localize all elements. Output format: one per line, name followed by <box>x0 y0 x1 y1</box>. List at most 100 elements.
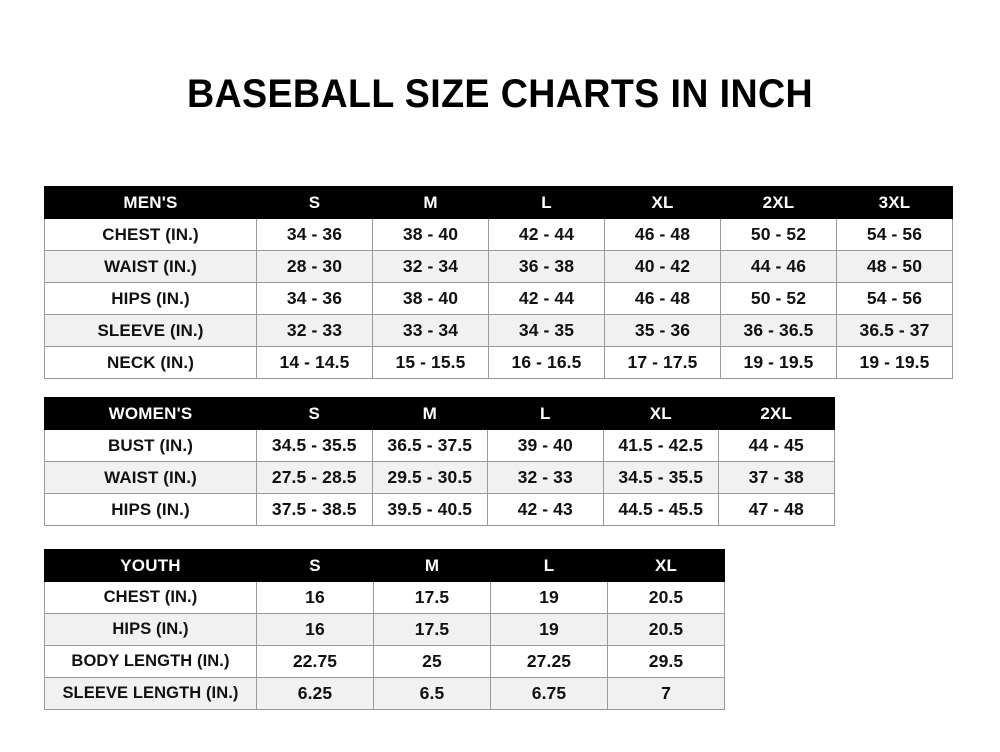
mens-cell-value: 36 - 36.5 <box>720 314 837 347</box>
youth-cell-value: 17.5 <box>373 581 491 614</box>
table-row: NECK (IN.) 14 - 14.5 15 - 15.5 16 - 16.5 17 … <box>44 346 953 379</box>
youth-cell-value: 19 <box>490 581 608 614</box>
youth-column-header-s: S <box>256 549 374 582</box>
mens-cell-value: 33 - 34 <box>372 314 489 347</box>
mens-cell-value: 54 - 56 <box>836 218 953 251</box>
youth-cell-value: 27.25 <box>490 645 608 678</box>
mens-column-header-m: M <box>372 186 489 219</box>
youth-column-header-l: L <box>490 549 608 582</box>
womens-row-label: BUST (IN.) <box>44 429 257 462</box>
youth-cell-value: 16 <box>256 613 374 646</box>
mens-column-header-l: L <box>488 186 605 219</box>
mens-cell-value: 19 - 19.5 <box>836 346 953 379</box>
table-row: HIPS (IN.) 16 17.5 19 20.5 <box>44 613 725 646</box>
womens-cell-value: 27.5 - 28.5 <box>256 461 373 494</box>
mens-cell-value: 32 - 34 <box>372 250 489 283</box>
mens-table-head: MEN'S S M L XL 2XL 3XL <box>44 186 953 219</box>
youth-cell-value: 20.5 <box>607 613 725 646</box>
mens-cell-value: 44 - 46 <box>720 250 837 283</box>
youth-table-corner-label: YOUTH <box>44 549 257 582</box>
page-title: BASEBALL SIZE CHARTS IN INCH <box>186 72 814 116</box>
youth-row-label: BODY LENGTH (IN.) <box>44 645 257 678</box>
womens-cell-value: 37.5 - 38.5 <box>256 493 373 526</box>
mens-cell-value: 32 - 33 <box>256 314 373 347</box>
womens-column-header-l: L <box>487 397 604 430</box>
mens-cell-value: 42 - 44 <box>488 218 605 251</box>
table-row: HIPS (IN.) 34 - 36 38 - 40 42 - 44 46 - 48 50… <box>44 282 953 315</box>
womens-cell-value: 37 - 38 <box>718 461 835 494</box>
womens-table-head: WOMEN'S S M L XL 2XL <box>44 397 835 430</box>
mens-column-header-2xl: 2XL <box>720 186 837 219</box>
mens-column-header-xl: XL <box>604 186 721 219</box>
mens-cell-value: 16 - 16.5 <box>488 346 605 379</box>
womens-size-table: WOMEN'S S M L XL 2XL BUST (IN.) 34.5 - 35.5 36.… <box>44 397 835 526</box>
mens-cell-value: 15 - 15.5 <box>372 346 489 379</box>
mens-row-label: NECK (IN.) <box>44 346 257 379</box>
mens-row-label: WAIST (IN.) <box>44 250 257 283</box>
mens-cell-value: 46 - 48 <box>604 282 721 315</box>
table-row: SLEEVE (IN.) 32 - 33 33 - 34 34 - 35 35 - 36… <box>44 314 953 347</box>
table-row: BODY LENGTH (IN.) 22.75 25 27.25 29.5 <box>44 645 725 678</box>
youth-cell-value: 29.5 <box>607 645 725 678</box>
youth-cell-value: 25 <box>373 645 491 678</box>
youth-cell-value: 16 <box>256 581 374 614</box>
mens-cell-value: 48 - 50 <box>836 250 953 283</box>
mens-row-label: SLEEVE (IN.) <box>44 314 257 347</box>
mens-row-label: HIPS (IN.) <box>44 282 257 315</box>
youth-cell-value: 6.5 <box>373 677 491 710</box>
mens-cell-value: 19 - 19.5 <box>720 346 837 379</box>
youth-cell-value: 20.5 <box>607 581 725 614</box>
womens-cell-value: 34.5 - 35.5 <box>256 429 373 462</box>
youth-row-label: CHEST (IN.) <box>44 581 257 614</box>
youth-cell-value: 17.5 <box>373 613 491 646</box>
womens-table-body: BUST (IN.) 34.5 - 35.5 36.5 - 37.5 39 - 40 4… <box>44 429 835 526</box>
mens-cell-value: 14 - 14.5 <box>256 346 373 379</box>
mens-cell-value: 46 - 48 <box>604 218 721 251</box>
mens-cell-value: 38 - 40 <box>372 282 489 315</box>
womens-cell-value: 29.5 - 30.5 <box>371 461 488 494</box>
mens-table-body: CHEST (IN.) 34 - 36 38 - 40 42 - 44 46 - 48 5… <box>44 218 953 379</box>
womens-cell-value: 32 - 33 <box>487 461 604 494</box>
youth-column-header-m: M <box>373 549 491 582</box>
womens-cell-value: 34.5 - 35.5 <box>602 461 719 494</box>
youth-row-label: SLEEVE LENGTH (IN.) <box>44 677 257 710</box>
youth-header-row: YOUTH S M L XL <box>44 549 725 582</box>
mens-cell-value: 17 - 17.5 <box>604 346 721 379</box>
mens-cell-value: 34 - 35 <box>488 314 605 347</box>
mens-column-header-s: S <box>256 186 373 219</box>
youth-cell-value: 6.25 <box>256 677 374 710</box>
table-row: WAIST (IN.) 28 - 30 32 - 34 36 - 38 40 - 42 4… <box>44 250 953 283</box>
mens-cell-value: 38 - 40 <box>372 218 489 251</box>
youth-cell-value: 19 <box>490 613 608 646</box>
womens-column-header-m: M <box>371 397 488 430</box>
youth-cell-value: 7 <box>607 677 725 710</box>
womens-cell-value: 44 - 45 <box>718 429 835 462</box>
mens-cell-value: 54 - 56 <box>836 282 953 315</box>
womens-column-header-s: S <box>256 397 373 430</box>
table-row: CHEST (IN.) 16 17.5 19 20.5 <box>44 581 725 614</box>
womens-cell-value: 39.5 - 40.5 <box>371 493 488 526</box>
youth-table-body: CHEST (IN.) 16 17.5 19 20.5 HIPS (IN.) 16 17.5 1… <box>44 581 725 710</box>
youth-column-header-xl: XL <box>607 549 725 582</box>
womens-table-corner-label: WOMEN'S <box>44 397 257 430</box>
mens-cell-value: 36.5 - 37 <box>836 314 953 347</box>
youth-cell-value: 6.75 <box>490 677 608 710</box>
mens-cell-value: 50 - 52 <box>720 282 837 315</box>
womens-column-header-2xl: 2XL <box>718 397 835 430</box>
youth-row-label: HIPS (IN.) <box>44 613 257 646</box>
mens-cell-value: 28 - 30 <box>256 250 373 283</box>
table-row: CHEST (IN.) 34 - 36 38 - 40 42 - 44 46 - 48 5… <box>44 218 953 251</box>
mens-header-row: MEN'S S M L XL 2XL 3XL <box>44 186 953 219</box>
mens-column-header-3xl: 3XL <box>836 186 953 219</box>
mens-cell-value: 42 - 44 <box>488 282 605 315</box>
mens-table-corner-label: MEN'S <box>44 186 257 219</box>
womens-cell-value: 39 - 40 <box>487 429 604 462</box>
mens-cell-value: 36 - 38 <box>488 250 605 283</box>
table-row: WAIST (IN.) 27.5 - 28.5 29.5 - 30.5 32 - 33… <box>44 461 835 494</box>
youth-size-table: YOUTH S M L XL CHEST (IN.) 16 17.5 19 20.5 HIPS (… <box>44 549 725 710</box>
mens-row-label: CHEST (IN.) <box>44 218 257 251</box>
mens-cell-value: 34 - 36 <box>256 282 373 315</box>
womens-cell-value: 44.5 - 45.5 <box>602 493 719 526</box>
table-row: HIPS (IN.) 37.5 - 38.5 39.5 - 40.5 42 - 43 4… <box>44 493 835 526</box>
womens-cell-value: 47 - 48 <box>718 493 835 526</box>
